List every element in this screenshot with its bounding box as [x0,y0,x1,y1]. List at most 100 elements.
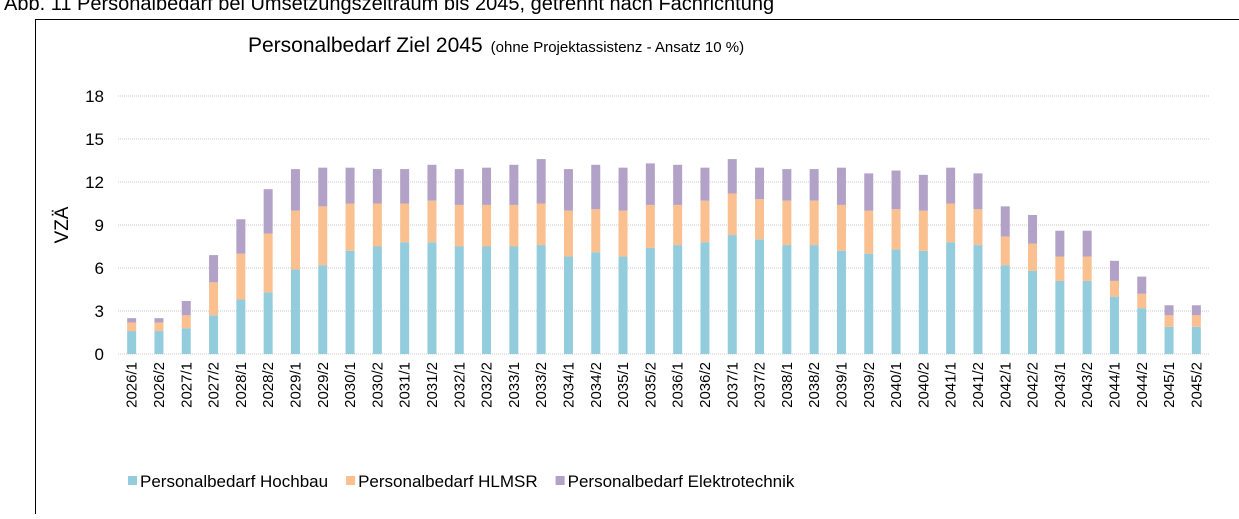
x-tick-label: 2037/1 [724,362,741,408]
bar-segment [810,201,819,245]
x-tick-label: 2032/1 [451,362,468,408]
x-tick-label: 2027/2 [206,362,223,408]
x-tick-label: 2034/1 [560,362,577,408]
bar-segment [973,173,982,209]
x-tick-label: 2036/2 [697,362,714,408]
bar-segment [291,169,300,211]
bar-segment [619,168,628,211]
y-tick-label: 6 [95,259,104,278]
bar-segment [564,169,573,211]
bar-segment [755,199,764,239]
bar-segment [919,175,928,211]
bar-segment [318,168,327,207]
bar-segment [537,245,546,354]
bar-segment [1083,281,1092,354]
bar-segment [673,205,682,245]
bar-segment [291,269,300,354]
bar-segment [1192,327,1201,354]
x-tick-label: 2040/1 [888,362,905,408]
x-tick-label: 2043/2 [1079,362,1096,408]
x-tick-label: 2039/2 [861,362,878,408]
bar-segment [537,159,546,203]
bar-segment [264,292,273,354]
x-tick-label: 2034/2 [588,362,605,408]
bar-segment [892,171,901,210]
x-tick-label: 2028/2 [260,362,277,408]
bar-segment [209,282,218,315]
bar-segment [782,201,791,245]
bar-segment [400,204,409,243]
bar-segment [673,245,682,354]
bar-segment [564,257,573,354]
bar-segment [482,168,491,205]
bar-segment [346,168,355,204]
bar-segment [127,322,136,331]
bar-segment [400,169,409,203]
bar-segment [837,251,846,354]
bar-segment [154,322,163,331]
bar-segment [154,318,163,322]
bar-segment [482,247,491,355]
bar-segment [1028,244,1037,271]
bar-segment [700,201,709,243]
legend-swatch [556,476,565,485]
bar-segment [236,254,245,300]
bar-segment [209,255,218,282]
x-tick-label: 2041/1 [943,362,960,408]
bar-segment [646,248,655,354]
bar-segment [864,173,873,210]
x-tick-label: 2036/1 [670,362,687,408]
bar-segment [455,205,464,247]
y-tick-label: 3 [95,302,104,321]
x-tick-label: 2043/1 [1052,362,1069,408]
bar-segment [810,169,819,201]
bar-segment [1083,231,1092,257]
bar-segment [946,168,955,204]
x-tick-label: 2044/2 [1134,362,1151,408]
x-tick-label: 2039/1 [833,362,850,408]
bar-segment [1055,231,1064,257]
bar-segment [318,265,327,354]
bar-segment [646,163,655,205]
bar-segment [728,235,737,354]
bar-segment [509,247,518,355]
bar-segment [646,205,655,248]
bar-segment [700,242,709,354]
bar-segment [1055,257,1064,281]
x-tick-label: 2031/2 [424,362,441,408]
bar-segment [509,205,518,247]
bar-segment [509,165,518,205]
bar-segment [1001,265,1010,354]
bar-segment [892,209,901,249]
bar-segment [673,165,682,205]
bar-segment [619,257,628,354]
bar-segment [346,251,355,354]
bar-segment [127,331,136,354]
bar-segment [1110,297,1119,354]
x-tick-label: 2029/2 [315,362,332,408]
bar-segment [182,315,191,328]
bar-segment [427,201,436,243]
bar-segment [1137,277,1146,294]
x-tick-label: 2040/2 [915,362,932,408]
bar-segment [182,328,191,354]
x-tick-label: 2038/1 [779,362,796,408]
x-tick-label: 2026/1 [124,362,141,408]
bar-segment [400,242,409,354]
bar-segment [1192,305,1201,315]
bar-segment [291,211,300,270]
x-tick-label: 2045/1 [1161,362,1178,408]
bar-segment [755,239,764,354]
subtitle: (ohne Projektassistenz - Ansatz 10 %) [491,39,744,56]
bar-segment [455,247,464,355]
bar-segment [373,169,382,203]
x-tick-label: 2044/1 [1106,362,1123,408]
x-tick-label: 2038/2 [806,362,823,408]
bar-segment [1165,305,1174,315]
bar-segment [619,211,628,257]
bar-segment [1110,281,1119,297]
y-tick-label: 18 [85,87,104,106]
x-tick-label: 2026/2 [151,362,168,408]
x-tick-label: 2032/2 [479,362,496,408]
